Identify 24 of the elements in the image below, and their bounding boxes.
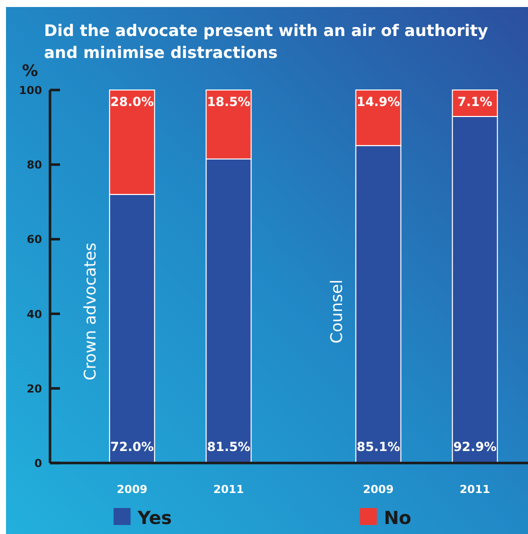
data-label: 92.9% [453, 439, 498, 454]
y-tick-label: 20 [26, 382, 42, 396]
data-label: 28.0% [110, 94, 154, 109]
data-label: 18.5% [206, 94, 251, 109]
y-tick-label: 100 [19, 84, 42, 97]
y-axis-title: % [22, 61, 38, 80]
data-label: 7.1% [458, 94, 493, 109]
data-label: 72.0% [110, 439, 154, 454]
annotation: Crown advocates [80, 242, 100, 380]
data-label: 85.1% [356, 439, 400, 454]
x-tick-label: 2009 [116, 483, 148, 496]
data-label: 14.9% [356, 94, 400, 109]
x-tick-label: 2011 [213, 483, 244, 496]
annotation: Counsel [326, 280, 346, 344]
text: Yes [136, 508, 172, 529]
y-tick-label: 60 [26, 233, 42, 246]
data-label: 81.5% [206, 439, 251, 454]
y-tick-label: 0 [34, 457, 42, 470]
x-tick-label: 2011 [460, 483, 490, 496]
legend-label: No [384, 508, 412, 529]
x-tick-label: 2009 [363, 483, 394, 496]
y-tick-label: 40 [26, 308, 42, 321]
y-tick-label: 80 [26, 158, 42, 172]
chart-title: Did the advocate present with an air of authority and minimise distractions [44, 21, 489, 62]
